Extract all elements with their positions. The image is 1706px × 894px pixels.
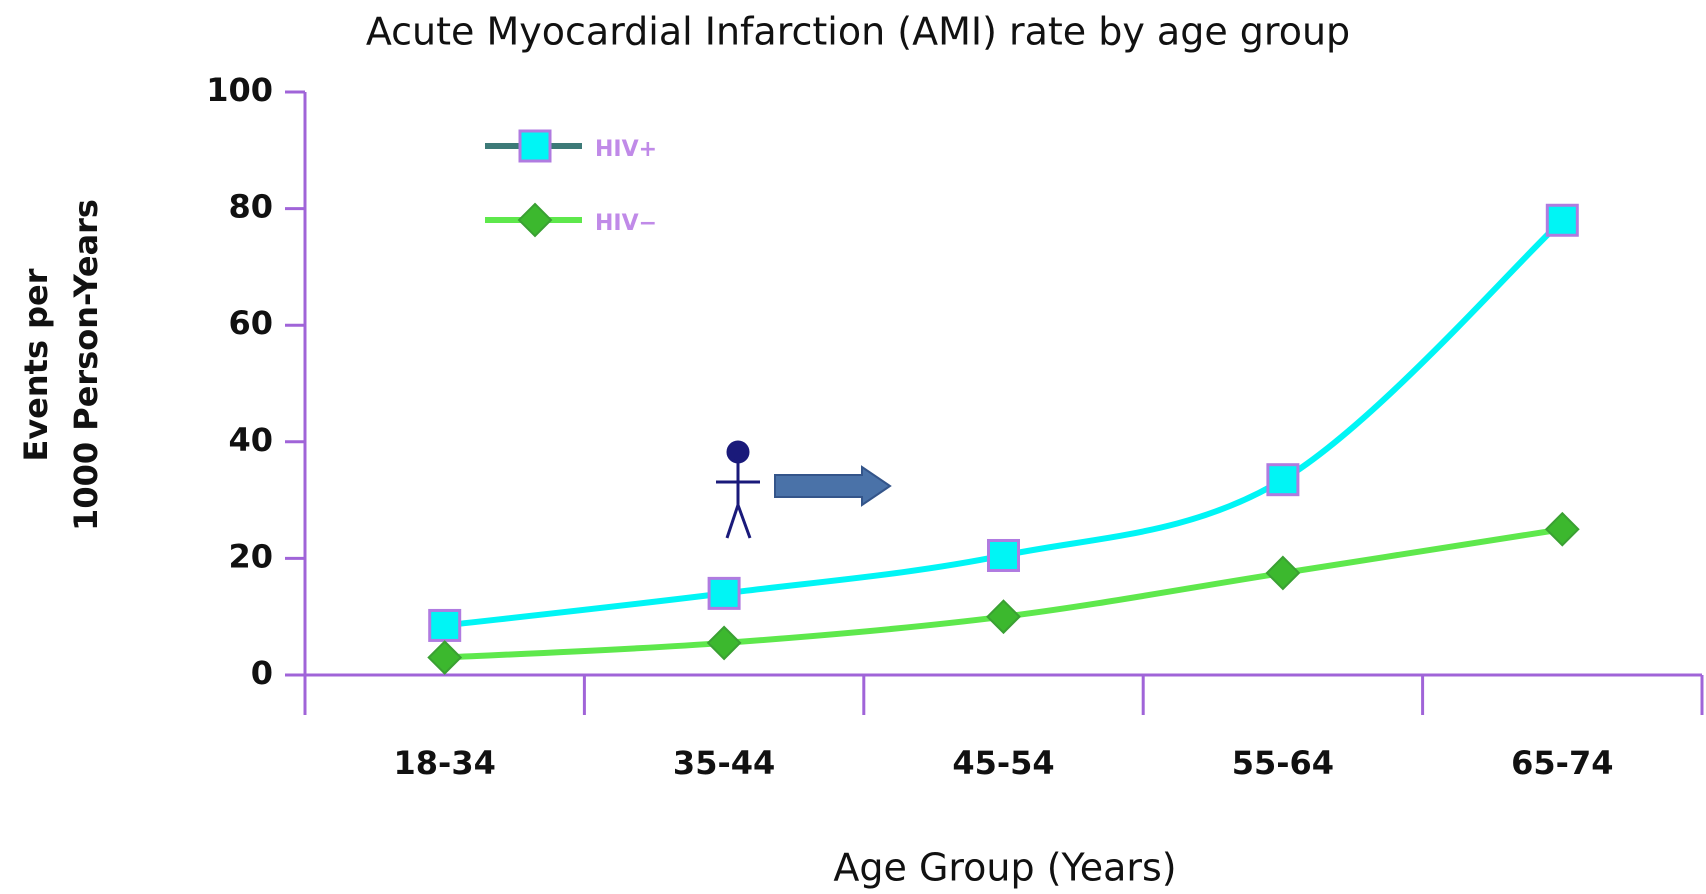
y-axis-label-line: Events per: [17, 268, 55, 461]
x-tick-label: 35-44: [673, 744, 775, 782]
person-icon: [716, 440, 760, 539]
arrow: [774, 465, 892, 507]
chart-title: Acute Myocardial Infarction (AMI) rate b…: [366, 10, 1350, 54]
x-tick-label: 18-34: [394, 744, 496, 782]
y-tick-label: 100: [206, 71, 273, 109]
x-tick-label: 65-74: [1511, 744, 1613, 782]
data-point: [1545, 203, 1579, 237]
data-point: [428, 608, 462, 642]
data-point: [707, 576, 741, 610]
y-tick-label: 0: [251, 654, 273, 692]
x-tick-label: 45-54: [952, 744, 1054, 782]
y-tick-label: 80: [228, 188, 273, 226]
data-point: [987, 538, 1020, 572]
y-axis-label-line: 1000 Person-Years: [67, 199, 105, 531]
legend-label: HIV+: [595, 137, 657, 162]
legend-marker: [518, 129, 552, 163]
legend-marker: [517, 202, 553, 238]
data-point: [1265, 555, 1301, 591]
x-axis-label: Age Group (Years): [833, 846, 1176, 890]
y-tick-label: 40: [228, 421, 273, 459]
data-point: [706, 625, 742, 661]
legend-label: HIV−: [595, 211, 657, 236]
data-point: [1266, 463, 1300, 497]
y-tick-label: 20: [228, 537, 273, 575]
x-tick-label: 55-64: [1232, 744, 1334, 782]
data-point: [1544, 511, 1580, 547]
data-point: [986, 599, 1021, 635]
data-point: [427, 640, 463, 675]
y-tick-label: 60: [228, 304, 273, 342]
y-axis-label: Events per 1000 Person-Years: [17, 199, 105, 531]
